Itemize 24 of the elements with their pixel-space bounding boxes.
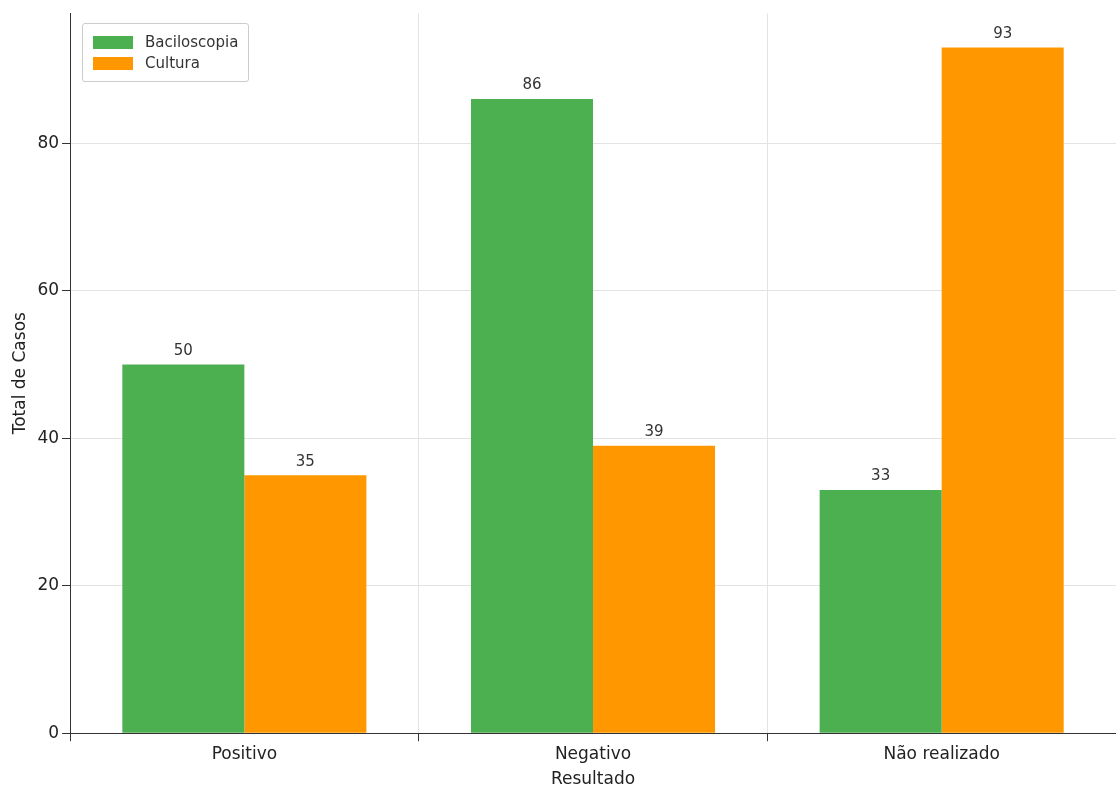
bar <box>470 99 594 733</box>
legend-label: Cultura <box>145 54 200 73</box>
y-tick-label: 60 <box>37 279 60 300</box>
data-label: 50 <box>173 340 193 359</box>
y-axis-title: Total de Casos <box>8 311 29 436</box>
y-tick-label: 80 <box>37 131 60 152</box>
y-tick-label: 40 <box>37 426 60 447</box>
data-label: 86 <box>522 75 542 94</box>
data-label: 39 <box>644 422 664 441</box>
bar <box>941 47 1064 733</box>
data-label: 35 <box>295 451 315 470</box>
x-tick-label: Positivo <box>211 742 278 763</box>
x-tick-label: Não realizado <box>883 742 1000 763</box>
bar <box>122 364 245 733</box>
y-tick-label: 20 <box>37 574 60 595</box>
y-tick-label: 0 <box>48 721 60 742</box>
x-tick-label: Negativo <box>554 742 632 763</box>
bar <box>244 475 367 733</box>
data-label: 93 <box>993 23 1013 42</box>
bar <box>819 489 942 733</box>
data-label: 33 <box>871 466 891 485</box>
bar <box>593 445 716 733</box>
x-axis-title: Resultado <box>550 768 636 789</box>
legend-label: Baciloscopia <box>145 33 239 52</box>
